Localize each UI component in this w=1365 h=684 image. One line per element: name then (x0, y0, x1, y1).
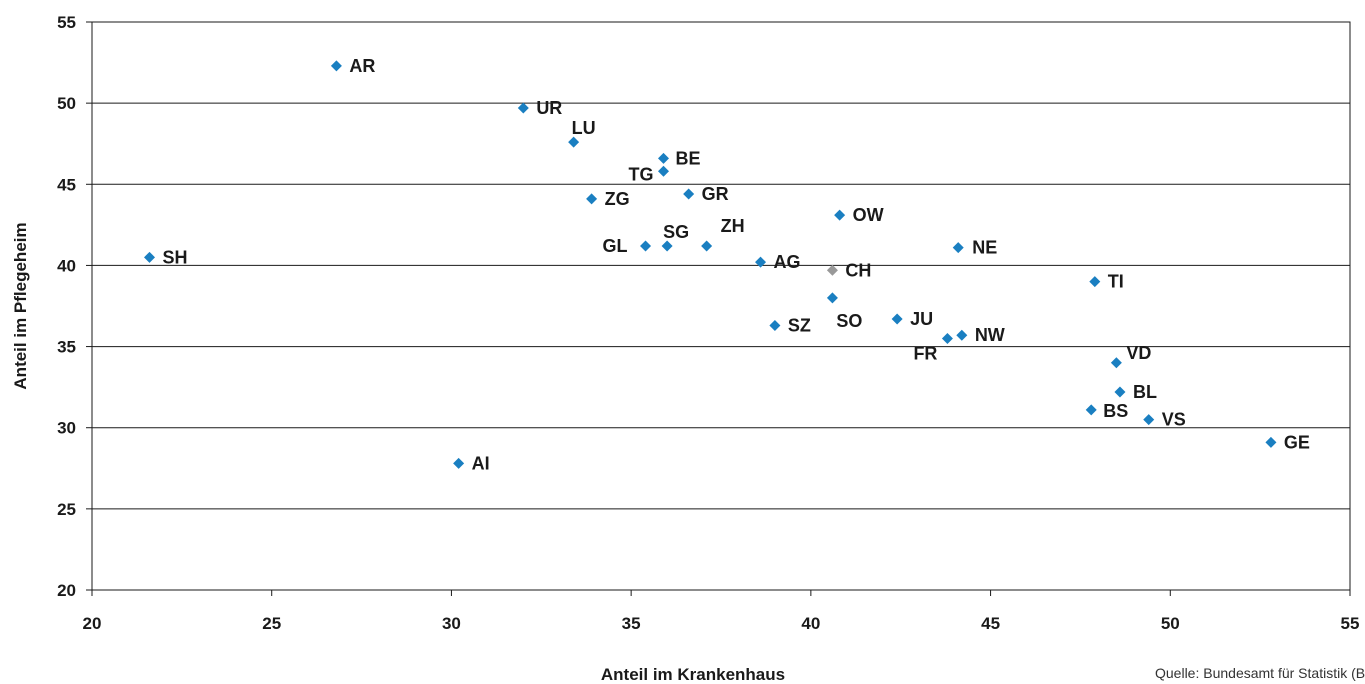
data-point-sz (769, 319, 781, 331)
data-point-nw (956, 329, 968, 341)
y-tick-label: 35 (57, 338, 76, 357)
y-tick-label: 55 (57, 13, 76, 32)
point-label-zh: ZH (721, 216, 745, 236)
point-label-nw: NW (975, 325, 1005, 345)
y-tick-label: 30 (57, 419, 76, 438)
point-label-ai: AI (472, 453, 490, 473)
data-point-vs (1143, 414, 1155, 426)
y-tick-label: 40 (57, 256, 76, 275)
point-labels: AR UR LU BE TG GR ZG OW GL SG ZH NE SH AG CH TI SO JU SZ NW… (163, 56, 1310, 474)
source-note: Quelle: Bundesamt für Statistik (BFS (1155, 665, 1365, 681)
data-point-ch (826, 264, 838, 276)
point-label-be: BE (675, 148, 700, 168)
point-label-bs: BS (1103, 401, 1128, 421)
x-tick-label: 35 (622, 614, 641, 633)
data-point-ju (891, 313, 903, 325)
data-point-gl (640, 240, 652, 252)
data-point-bl (1114, 386, 1126, 398)
point-label-vs: VS (1162, 410, 1186, 430)
point-label-lu: LU (572, 118, 596, 138)
point-label-gr: GR (702, 184, 729, 204)
point-label-sh: SH (163, 247, 188, 267)
data-point-sg (661, 240, 673, 252)
x-axis-title: Anteil im Krankenhaus (601, 665, 785, 684)
point-label-ti: TI (1108, 272, 1124, 292)
data-point-bs (1085, 404, 1097, 416)
data-point-zg (586, 193, 598, 205)
x-tick-label: 30 (442, 614, 461, 633)
point-label-ar: AR (349, 56, 375, 76)
x-tick-label: 40 (801, 614, 820, 633)
point-label-ge: GE (1284, 432, 1310, 452)
data-point-ne (952, 242, 964, 254)
point-label-so: SO (836, 311, 862, 331)
data-point-ur (517, 102, 529, 114)
data-point-be (657, 152, 669, 164)
data-point-sh (144, 251, 156, 263)
point-label-ur: UR (536, 98, 562, 118)
point-label-ow: OW (853, 205, 884, 225)
data-point-so (826, 292, 838, 304)
point-label-sg: SG (663, 222, 689, 242)
x-tick-label: 50 (1161, 614, 1180, 633)
point-label-ne: NE (972, 238, 997, 258)
point-label-ag: AG (774, 252, 801, 272)
data-point-vd (1110, 357, 1122, 369)
y-tick-label: 20 (57, 581, 76, 600)
gridlines (92, 21, 1350, 591)
x-tick-label: 20 (83, 614, 102, 633)
point-label-tg: TG (628, 164, 653, 184)
y-axis-ticks: 20 25 30 35 40 45 50 55 (57, 13, 92, 600)
y-tick-label: 45 (57, 175, 76, 194)
data-point-ar (330, 60, 342, 72)
point-label-ch: CH (845, 260, 871, 280)
data-point-ti (1089, 276, 1101, 288)
data-point-ow (834, 209, 846, 221)
data-point-gr (683, 188, 695, 200)
y-axis-title: Anteil im Pflegeheim (11, 222, 30, 389)
data-point-ag (755, 256, 767, 268)
x-tick-label: 55 (1341, 614, 1360, 633)
data-point-tg (657, 165, 669, 177)
x-tick-label: 25 (262, 614, 281, 633)
point-label-bl: BL (1133, 382, 1157, 402)
point-label-sz: SZ (788, 315, 811, 335)
data-points (144, 60, 1277, 469)
data-point-fr (941, 332, 953, 344)
point-label-ju: JU (910, 309, 933, 329)
plot-area-frame (91, 21, 1351, 591)
point-label-vd: VD (1126, 343, 1151, 363)
y-tick-label: 25 (57, 500, 76, 519)
x-tick-label: 45 (981, 614, 1000, 633)
data-point-lu (568, 136, 580, 148)
y-tick-label: 50 (57, 94, 76, 113)
x-axis-ticks: 20 25 30 35 40 45 50 55 (83, 590, 1360, 633)
data-point-ai (453, 457, 465, 469)
point-label-zg: ZG (605, 189, 630, 209)
point-label-fr: FR (913, 343, 937, 363)
point-label-gl: GL (603, 236, 628, 256)
data-point-zh (701, 240, 713, 252)
data-point-ge (1265, 436, 1277, 448)
